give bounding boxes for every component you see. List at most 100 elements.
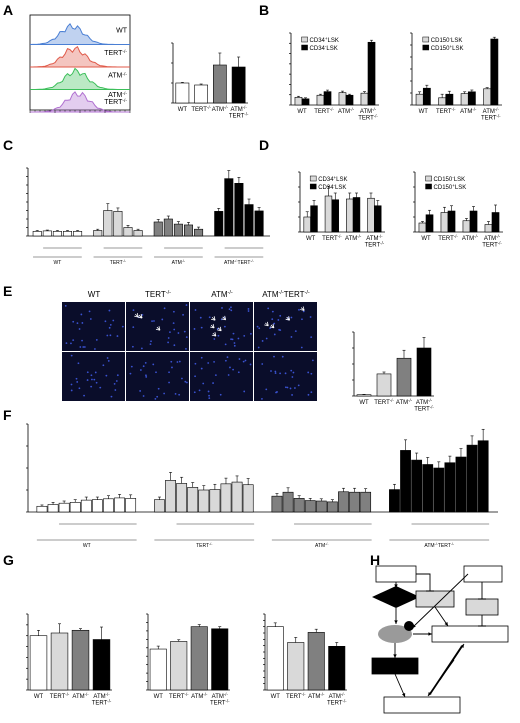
legend-swatch xyxy=(309,183,317,190)
nucleus-dot xyxy=(212,382,214,384)
bar xyxy=(287,642,305,691)
nucleus-dot xyxy=(76,381,79,383)
bar xyxy=(244,204,254,237)
x-tick-label: ATM-/- xyxy=(93,692,110,701)
nucleus-dot xyxy=(182,313,184,316)
image-column-label: ATM-/- xyxy=(211,290,233,299)
micrograph xyxy=(126,302,189,351)
panel-letter-f: F xyxy=(3,407,12,423)
node-box-p xyxy=(404,621,414,631)
legend-label: CD34+LSK xyxy=(310,36,339,45)
panel-letter-c: C xyxy=(3,137,13,153)
nucleus-dot xyxy=(156,395,159,398)
legend-swatch xyxy=(301,44,308,51)
micrograph xyxy=(190,302,253,351)
nucleus-dot xyxy=(149,343,152,346)
bar xyxy=(190,626,208,691)
nucleus-dot xyxy=(289,387,292,390)
nucleus-dot xyxy=(243,335,246,337)
bar xyxy=(490,38,499,106)
nucleus-dot xyxy=(261,397,263,400)
nucleus-dot xyxy=(223,325,226,328)
bar xyxy=(242,484,254,513)
bar xyxy=(234,183,244,237)
nucleus-dot xyxy=(76,322,79,325)
nucleus-dot xyxy=(144,362,147,364)
bar xyxy=(58,502,70,513)
nucleus-dot xyxy=(270,370,272,372)
bar xyxy=(62,231,72,237)
x-tick-label: TERT-/- xyxy=(365,240,385,249)
x-tick-label: TERT-/- xyxy=(286,692,306,701)
nucleus-dot xyxy=(231,338,234,341)
nucleus-dot xyxy=(284,372,287,375)
group-label: ATM-/- xyxy=(315,542,329,549)
nucleus-dot xyxy=(178,360,181,363)
bar xyxy=(52,231,62,237)
nucleus-dot xyxy=(194,309,197,311)
nucleus-dot xyxy=(302,310,305,313)
nucleus-dot xyxy=(88,310,91,313)
chart-c: WT TERT-/- ATM-/- ATM-/-TERT-/- xyxy=(26,167,270,266)
nucleus-dot xyxy=(70,342,72,345)
inhibition-line xyxy=(416,573,431,591)
nucleus-dot xyxy=(237,337,240,340)
chart-e-bar: WT TERT-/- ATM-/- ATM-/-TERT-/- xyxy=(352,331,434,413)
x-tick-label: ATM-/- xyxy=(308,692,325,701)
bar xyxy=(415,93,424,106)
panel-letter-g: G xyxy=(3,552,14,568)
bar xyxy=(271,495,283,513)
x-tick-label: TERT-/- xyxy=(481,113,501,122)
nucleus-dot xyxy=(294,330,297,333)
nucleus-dot xyxy=(213,360,215,363)
bar xyxy=(324,195,333,233)
nucleus-dot xyxy=(95,381,98,384)
bar xyxy=(32,231,42,237)
bar xyxy=(440,212,449,233)
nucleus-dot xyxy=(109,334,112,337)
arrowhead-marker xyxy=(264,321,269,327)
bar xyxy=(93,230,103,237)
x-tick-label: TERT-/- xyxy=(482,240,502,249)
nucleus-dot xyxy=(95,339,98,341)
nucleus-dot xyxy=(256,325,259,328)
nucleus-dot xyxy=(116,335,119,337)
arrowhead xyxy=(460,644,464,648)
bar xyxy=(323,91,332,106)
chart-g-puma: WT TERT-/- ATM-/- ATM-/-TERT-/- xyxy=(146,613,230,707)
nucleus-dot xyxy=(90,385,93,388)
nucleus-dot xyxy=(145,376,148,378)
x-tick-label: WT xyxy=(419,109,429,115)
bar xyxy=(220,483,232,513)
nucleus-dot xyxy=(70,389,73,392)
micrograph xyxy=(190,352,253,401)
nucleus-dot xyxy=(265,337,268,340)
nucleus-dot xyxy=(185,347,187,350)
nucleus-dot xyxy=(154,397,157,400)
x-tick-label: TERT-/- xyxy=(438,234,458,243)
bar xyxy=(338,92,347,106)
nucleus-dot xyxy=(72,339,75,342)
nucleus-dot xyxy=(279,314,282,317)
nucleus-dot xyxy=(273,333,276,336)
x-tick-label: TERT-/- xyxy=(327,698,347,707)
nucleus-dot xyxy=(200,367,203,370)
x-tick-label: WT xyxy=(359,400,369,406)
nucleus-dot xyxy=(261,340,264,342)
legend-swatch xyxy=(425,183,432,190)
bar xyxy=(154,499,165,513)
micrograph xyxy=(254,302,317,351)
nucleus-dot xyxy=(86,379,89,381)
nucleus-dot xyxy=(290,316,293,319)
nucleus-dot xyxy=(291,376,294,378)
nucleus-dot xyxy=(153,320,155,322)
arrowhead-marker xyxy=(285,316,291,321)
nucleus-dot xyxy=(167,341,170,344)
x-tick-label: WT xyxy=(421,236,431,242)
nucleus-dot xyxy=(230,309,233,312)
nucleus-dot xyxy=(273,355,275,358)
x-tick-label: TERT-/- xyxy=(436,107,456,116)
nucleus-dot xyxy=(131,345,134,348)
chart-d-left: WT TERT-/- ATM-/- ATM-/-TERT-/-CD34+LSKCD34… xyxy=(298,171,385,249)
x-tick-label: TERT-/- xyxy=(210,698,230,707)
